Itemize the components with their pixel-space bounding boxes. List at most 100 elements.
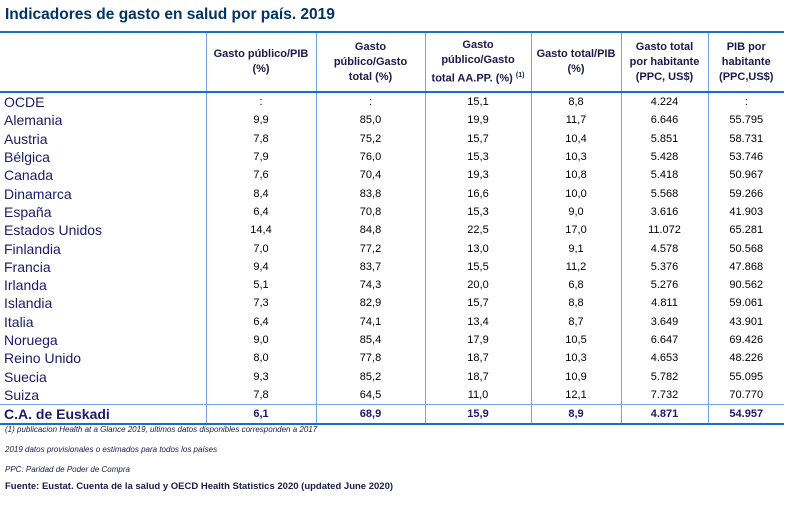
- value-cell: 10,5: [530, 330, 621, 350]
- country-cell: Reino Unido: [4, 350, 82, 367]
- value-cell: 5.418: [620, 166, 708, 185]
- table-row: Bélgica 7,9 76,0 15,3 10,3 5.428 53.746: [0, 147, 784, 167]
- column-header-text: (PPC, US$): [635, 70, 694, 83]
- value-cell: 19,9: [424, 111, 531, 130]
- value-cell: 8,7: [530, 312, 621, 331]
- column-header-5: Gasto total por habitante (PPC, US$): [620, 33, 708, 93]
- value-cell: 13,4: [424, 312, 531, 331]
- value-cell: 9,3: [205, 367, 316, 386]
- value-cell: 20,0: [424, 275, 531, 295]
- footnote-3: PPC: Paridad de Poder de Compra: [5, 465, 130, 474]
- footnotes: (1) publicacion Health at a Glance 2019,…: [5, 425, 317, 485]
- value-cell: 15,5: [424, 257, 531, 276]
- value-cell: 69.426: [707, 330, 784, 350]
- value-cell: 59.266: [707, 184, 784, 203]
- country-cell: Suecia: [4, 368, 47, 385]
- column-header-3: Gasto público/Gasto total AA.PP. (%) (1): [424, 33, 531, 93]
- country-cell: Alemania: [4, 112, 63, 129]
- value-cell: 77,8: [315, 349, 425, 368]
- table-row: Francia 9,4 83,7 15,5 11,2 5.376 47.868: [0, 257, 784, 276]
- value-cell: 11,2: [530, 257, 621, 276]
- value-cell: 64,5: [315, 385, 425, 405]
- value-cell: 47.868: [707, 257, 784, 276]
- value-cell: 7,9: [205, 147, 316, 167]
- value-cell: 17,9: [424, 330, 531, 350]
- table-row: Alemania 9,9 85,0 19,9 11,7 6.646 55.795: [0, 111, 784, 130]
- value-cell: 3.649: [620, 312, 708, 331]
- value-cell: 4.871: [620, 404, 708, 426]
- value-cell: 18,7: [424, 349, 531, 368]
- value-cell: 14,4: [205, 221, 316, 240]
- value-cell: 9,0: [205, 330, 316, 350]
- value-cell: 7,0: [205, 239, 316, 258]
- value-cell: 76,0: [315, 147, 425, 167]
- column-header-2: Gasto público/Gasto total (%): [315, 33, 425, 93]
- value-cell: 8,9: [530, 404, 621, 426]
- value-cell: 5.428: [620, 147, 708, 167]
- value-cell: 9,9: [205, 111, 316, 130]
- footnote-marker: (1): [515, 71, 525, 79]
- value-cell: 11.072: [620, 221, 708, 240]
- table-row: Dinamarca 8,4 83,8 16,6 10,0 5.568 59.266: [0, 184, 784, 203]
- column-header-text: (%): [567, 63, 585, 75]
- table-row: Estados Unidos 14,4 84,8 22,5 17,0 11.072 65.2…: [0, 221, 784, 240]
- table-row: Finlandia 7,0 77,2 13,0 9,1 4.578 50.568: [0, 239, 784, 258]
- value-cell: 55.095: [707, 367, 784, 386]
- value-cell: 68,9: [315, 404, 425, 426]
- column-header-text: Gasto: [462, 38, 494, 51]
- country-cell: Noruega: [4, 332, 58, 348]
- table-row: España 6,4 70,8 15,3 9,0 3.616 41.903: [0, 202, 784, 222]
- value-cell: 83,7: [315, 257, 425, 276]
- value-cell: 7,3: [205, 294, 316, 313]
- value-cell: 15,3: [424, 202, 531, 222]
- value-cell: 74,3: [315, 275, 425, 295]
- page-title: Indicadores de gasto en salud por país. …: [5, 6, 335, 23]
- value-cell: 11,7: [530, 111, 621, 130]
- value-cell: 74,1: [315, 312, 425, 331]
- table-row: Canada 7,6 70,4 19,3 10,8 5.418 50.967: [0, 166, 784, 185]
- value-cell: 5,1: [205, 275, 316, 295]
- value-cell: 6,4: [205, 202, 316, 222]
- value-cell: 10,4: [530, 129, 621, 148]
- table-row: Noruega 9,0 85,4 17,9 10,5 6.647 69.426: [0, 330, 784, 350]
- table-row: Islandia 7,3 82,9 15,7 8,8 4.811 59.061: [0, 294, 784, 313]
- column-header-text: público/Gasto: [441, 53, 515, 66]
- table-row: Irlanda 5,1 74,3 20,0 6,8 5.276 90.562: [0, 275, 784, 295]
- value-cell: 6.646: [620, 111, 708, 130]
- value-cell: 16,6: [424, 184, 531, 203]
- value-cell: 10,0: [530, 184, 621, 203]
- value-cell: 15,7: [424, 294, 531, 313]
- value-cell: 8,4: [205, 184, 316, 203]
- value-cell: 5.782: [620, 367, 708, 386]
- value-cell: 15,1: [424, 92, 531, 112]
- table-row: Austria 7,8 75,2 15,7 10,4 5.851 58.731: [0, 129, 784, 148]
- value-cell: 10,9: [530, 367, 621, 386]
- table-body: OCDE::15,1 8,8 4.224: Alemania 9,9 85,0 19,9 11…: [0, 92, 784, 426]
- country-cell: España: [4, 203, 52, 220]
- column-header-text: habitante: [721, 55, 771, 68]
- value-cell: 53.746: [707, 147, 784, 167]
- value-cell: 70.770: [707, 385, 784, 405]
- column-header-1: Gasto público/PIB (%): [205, 33, 316, 93]
- value-cell: 11,0: [424, 385, 531, 405]
- value-cell: 15,9: [424, 404, 531, 426]
- column-header-text: público/Gasto: [333, 55, 408, 68]
- country-cell: Italia: [4, 313, 34, 330]
- footnote-2: 2019 datos provisionales o estimados par…: [5, 445, 218, 454]
- country-cell: Austria: [4, 130, 48, 147]
- value-cell: 65.281: [707, 221, 784, 240]
- country-cell: Bélgica: [4, 149, 50, 166]
- column-header-text: Gasto: [354, 40, 387, 53]
- value-cell: 58.731: [707, 129, 784, 148]
- source-note: Fuente: Eustat. Cuenta de la salud y OEC…: [5, 481, 394, 492]
- value-cell: 9,1: [530, 239, 621, 258]
- value-cell: 9,4: [205, 257, 316, 276]
- value-cell: 15,7: [424, 129, 531, 148]
- value-cell: 84,8: [315, 221, 425, 240]
- header-row: Gasto público/PIB (%) Gasto público/Gasto to…: [0, 33, 784, 93]
- value-cell: 5.376: [620, 257, 708, 276]
- value-cell: 7,8: [205, 385, 316, 405]
- value-cell: 50.568: [707, 239, 784, 258]
- country-cell: C.A. de Euskadi: [0, 404, 206, 426]
- column-header-text: (%): [252, 63, 270, 75]
